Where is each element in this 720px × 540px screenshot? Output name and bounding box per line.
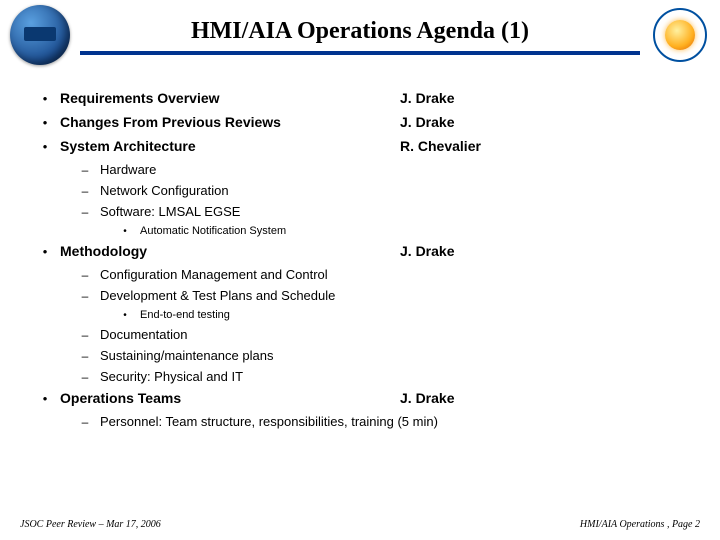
bullet-icon: • bbox=[110, 226, 140, 237]
dash-icon: – bbox=[70, 205, 100, 219]
agenda-topic: Changes From Previous Reviews bbox=[60, 114, 400, 130]
agenda-presenter: J. Drake bbox=[400, 114, 454, 130]
dash-icon: – bbox=[70, 184, 100, 198]
agenda-subitem: – Sustaining/maintenance plans bbox=[70, 348, 690, 363]
footer-right: HMI/AIA Operations , Page 2 bbox=[580, 519, 700, 530]
bullet-icon: • bbox=[30, 244, 60, 259]
dash-icon: – bbox=[70, 349, 100, 363]
sdo-logo-icon bbox=[10, 5, 70, 65]
subsubitem-text: Automatic Notification System bbox=[140, 225, 690, 237]
subitem-text: Security: Physical and IT bbox=[100, 369, 690, 384]
agenda-subitem: – Hardware bbox=[70, 162, 690, 177]
content-area: • Requirements Overview J. Drake • Chang… bbox=[0, 70, 720, 429]
subitem-text: Development & Test Plans and Schedule bbox=[100, 288, 690, 303]
bullet-icon: • bbox=[30, 91, 60, 106]
agenda-subitem: – Personnel: Team structure, responsibil… bbox=[70, 414, 690, 429]
lws-logo-icon bbox=[650, 5, 710, 65]
agenda-presenter: J. Drake bbox=[400, 90, 454, 106]
subitem-text: Software: LMSAL EGSE bbox=[100, 204, 690, 219]
bullet-icon: • bbox=[30, 115, 60, 130]
dash-icon: – bbox=[70, 163, 100, 177]
agenda-subitem: – Configuration Management and Control bbox=[70, 267, 690, 282]
dash-icon: – bbox=[70, 289, 100, 303]
dash-icon: – bbox=[70, 328, 100, 342]
agenda-topic: Methodology bbox=[60, 243, 400, 259]
agenda-presenter: J. Drake bbox=[400, 243, 454, 259]
agenda-item: • Methodology J. Drake bbox=[30, 243, 690, 259]
agenda-subitem: – Network Configuration bbox=[70, 183, 690, 198]
agenda-subitem: – Documentation bbox=[70, 327, 690, 342]
dash-icon: – bbox=[70, 415, 100, 429]
agenda-item: • Changes From Previous Reviews J. Drake bbox=[30, 114, 690, 130]
agenda-item: • Operations Teams J. Drake bbox=[30, 390, 690, 406]
dash-icon: – bbox=[70, 370, 100, 384]
agenda-topic: System Architecture bbox=[60, 138, 400, 154]
bullet-icon: • bbox=[30, 139, 60, 154]
slide-title: HMI/AIA Operations Agenda (1) bbox=[80, 18, 640, 45]
subitem-text: Documentation bbox=[100, 327, 690, 342]
agenda-subsubitem: • End-to-end testing bbox=[110, 309, 690, 321]
agenda-item: • System Architecture R. Chevalier bbox=[30, 138, 690, 154]
footer-left: JSOC Peer Review – Mar 17, 2006 bbox=[20, 519, 161, 530]
agenda-item: • Requirements Overview J. Drake bbox=[30, 90, 690, 106]
header: HMI/AIA Operations Agenda (1) bbox=[0, 0, 720, 70]
subitem-text: Sustaining/maintenance plans bbox=[100, 348, 690, 363]
subitem-text: Network Configuration bbox=[100, 183, 690, 198]
agenda-topic: Requirements Overview bbox=[60, 90, 400, 106]
bullet-icon: • bbox=[30, 391, 60, 406]
subitem-text: Hardware bbox=[100, 162, 690, 177]
title-underline bbox=[80, 51, 640, 55]
dash-icon: – bbox=[70, 268, 100, 282]
agenda-subitem: – Software: LMSAL EGSE bbox=[70, 204, 690, 219]
subitem-text: Configuration Management and Control bbox=[100, 267, 690, 282]
bullet-icon: • bbox=[110, 310, 140, 321]
footer: JSOC Peer Review – Mar 17, 2006 HMI/AIA … bbox=[0, 519, 720, 530]
agenda-subitem: – Security: Physical and IT bbox=[70, 369, 690, 384]
agenda-subsubitem: • Automatic Notification System bbox=[110, 225, 690, 237]
agenda-presenter: R. Chevalier bbox=[400, 138, 481, 154]
agenda-subitem: – Development & Test Plans and Schedule bbox=[70, 288, 690, 303]
subitem-text: Personnel: Team structure, responsibilit… bbox=[100, 414, 690, 429]
subsubitem-text: End-to-end testing bbox=[140, 309, 690, 321]
agenda-presenter: J. Drake bbox=[400, 390, 454, 406]
agenda-topic: Operations Teams bbox=[60, 390, 400, 406]
